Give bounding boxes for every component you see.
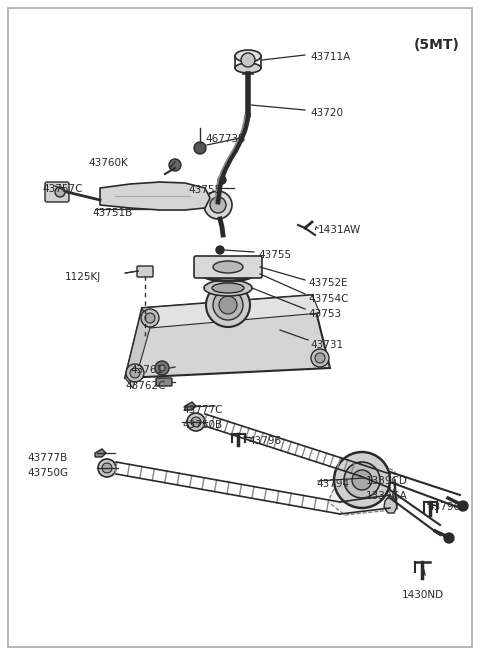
Text: 43750B: 43750B	[182, 420, 222, 430]
Circle shape	[187, 413, 205, 431]
Polygon shape	[185, 402, 196, 410]
Circle shape	[194, 142, 206, 154]
Circle shape	[219, 296, 237, 314]
FancyBboxPatch shape	[8, 8, 472, 647]
Circle shape	[213, 290, 243, 320]
FancyBboxPatch shape	[194, 256, 262, 278]
Text: 43796: 43796	[427, 502, 460, 512]
Ellipse shape	[202, 267, 254, 281]
Text: 43777B: 43777B	[27, 453, 67, 463]
Polygon shape	[95, 449, 106, 457]
Text: 43760K: 43760K	[88, 158, 128, 168]
Text: 1339CD: 1339CD	[366, 476, 408, 486]
Text: 46773B: 46773B	[205, 134, 245, 144]
Text: 43711A: 43711A	[310, 52, 350, 62]
Text: 1431AW: 1431AW	[318, 225, 361, 235]
Text: 43752E: 43752E	[308, 278, 348, 288]
Text: 43750G: 43750G	[27, 468, 68, 478]
Circle shape	[218, 176, 226, 184]
Circle shape	[102, 463, 112, 473]
Circle shape	[191, 417, 201, 427]
Circle shape	[334, 452, 390, 508]
Circle shape	[145, 313, 155, 323]
Text: 43755: 43755	[258, 250, 291, 260]
Text: 43796: 43796	[248, 436, 281, 446]
Text: 43761: 43761	[130, 365, 163, 375]
Text: 1339GA: 1339GA	[366, 491, 408, 501]
Text: 43755: 43755	[188, 185, 221, 195]
Text: 43794: 43794	[316, 479, 349, 489]
Circle shape	[98, 459, 116, 477]
Ellipse shape	[235, 50, 261, 62]
Text: 43754C: 43754C	[308, 294, 348, 304]
Polygon shape	[125, 308, 150, 388]
Text: 43762C: 43762C	[125, 381, 166, 391]
Polygon shape	[328, 460, 395, 515]
FancyBboxPatch shape	[156, 378, 172, 386]
FancyBboxPatch shape	[45, 182, 69, 202]
Polygon shape	[142, 295, 320, 328]
Text: 43731: 43731	[310, 340, 343, 350]
Circle shape	[352, 470, 372, 490]
Circle shape	[169, 159, 181, 171]
Circle shape	[206, 283, 250, 327]
Polygon shape	[100, 182, 210, 210]
Ellipse shape	[208, 269, 248, 278]
Text: 43757C: 43757C	[42, 184, 83, 194]
Ellipse shape	[204, 280, 252, 296]
Ellipse shape	[235, 63, 261, 73]
Circle shape	[55, 187, 65, 197]
Text: 43720: 43720	[310, 108, 343, 118]
Ellipse shape	[212, 283, 244, 293]
Circle shape	[204, 191, 232, 219]
Text: 1430ND: 1430ND	[402, 590, 444, 600]
Text: 1125KJ: 1125KJ	[65, 272, 101, 282]
Circle shape	[241, 53, 255, 67]
Text: 43753: 43753	[308, 309, 341, 319]
Text: 43777C: 43777C	[182, 405, 223, 415]
Circle shape	[141, 309, 159, 327]
Circle shape	[126, 364, 144, 382]
Text: (5MT): (5MT)	[414, 38, 460, 52]
Polygon shape	[384, 495, 397, 513]
Circle shape	[155, 361, 169, 375]
Text: 43751B: 43751B	[92, 208, 132, 218]
Circle shape	[210, 197, 226, 213]
Polygon shape	[125, 295, 330, 378]
Circle shape	[344, 462, 380, 498]
Circle shape	[159, 365, 165, 371]
Circle shape	[130, 368, 140, 378]
Circle shape	[216, 246, 224, 254]
Ellipse shape	[213, 261, 243, 273]
Circle shape	[458, 501, 468, 511]
Circle shape	[315, 353, 325, 363]
Circle shape	[311, 349, 329, 367]
Circle shape	[444, 533, 454, 543]
FancyBboxPatch shape	[137, 266, 153, 277]
